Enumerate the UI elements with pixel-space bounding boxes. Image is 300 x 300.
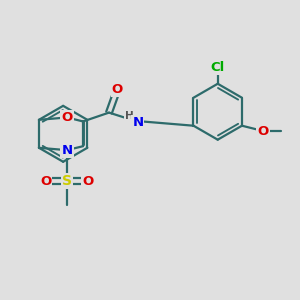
Text: O: O [82,175,94,188]
Text: O: O [257,124,269,137]
Text: O: O [112,83,123,96]
Text: S: S [62,174,72,188]
Text: H: H [124,111,134,121]
Text: O: O [61,111,73,124]
Text: N: N [132,116,143,129]
Text: N: N [61,144,72,157]
Text: Cl: Cl [211,61,225,74]
Text: O: O [40,175,51,188]
